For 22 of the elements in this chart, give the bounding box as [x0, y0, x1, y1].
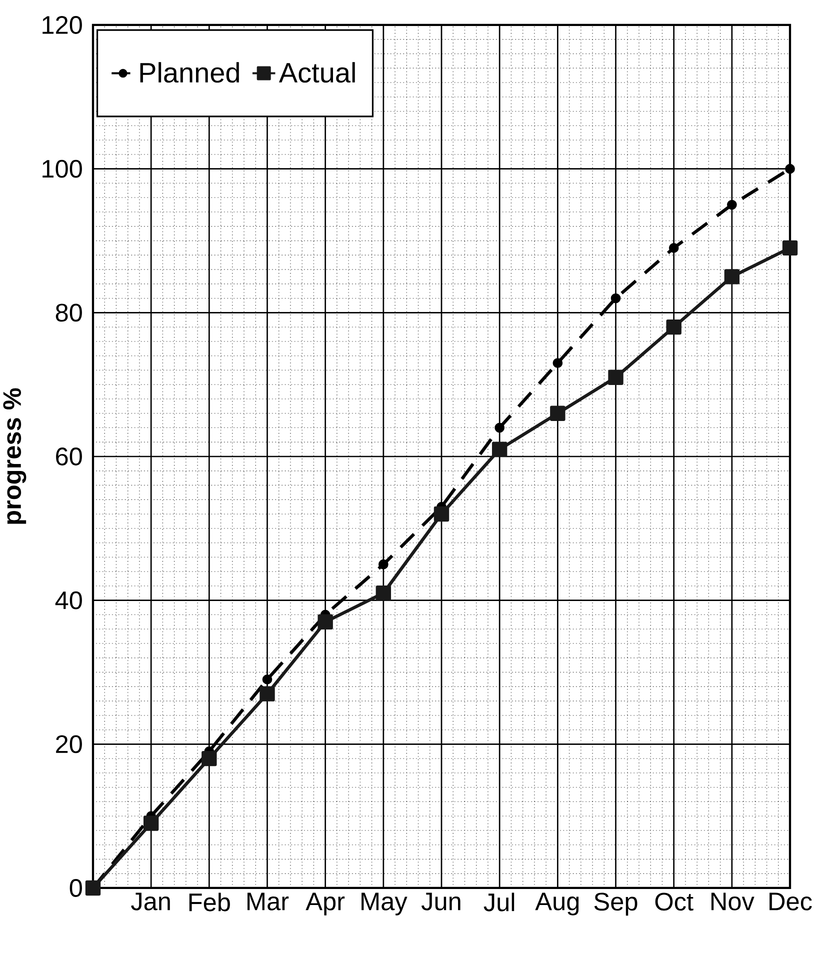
x-tick-label: Jul: [484, 892, 514, 912]
legend-label: Actual: [278, 62, 355, 83]
y-tick-label: 100: [42, 160, 82, 178]
x-tick-label: Dec: [770, 892, 812, 910]
x-tick-label: Nov: [711, 892, 754, 910]
x-tick-label: Mar: [248, 892, 289, 910]
y-tick-label: 40: [55, 591, 82, 610]
x-tick-label: Jan: [131, 892, 170, 910]
y-tick-label: 60: [56, 448, 82, 466]
x-tick-label: Feb: [189, 892, 230, 912]
x-tick-label: Aug: [535, 892, 579, 916]
x-tick-label: May: [362, 892, 408, 916]
x-tick-label: Sep: [594, 892, 638, 916]
legend-label: Planned: [140, 62, 239, 83]
y-tick-label: 20: [56, 735, 82, 754]
x-tick-label: Apr: [306, 892, 345, 916]
y-axis-title: progress %: [3, 388, 26, 524]
y-tick-label: 80: [56, 304, 82, 322]
x-tick-label: Jun: [421, 892, 460, 910]
y-tick-label: 120: [42, 16, 82, 34]
y-tick-label: 0: [70, 879, 82, 897]
x-tick-label: Oct: [655, 892, 694, 911]
